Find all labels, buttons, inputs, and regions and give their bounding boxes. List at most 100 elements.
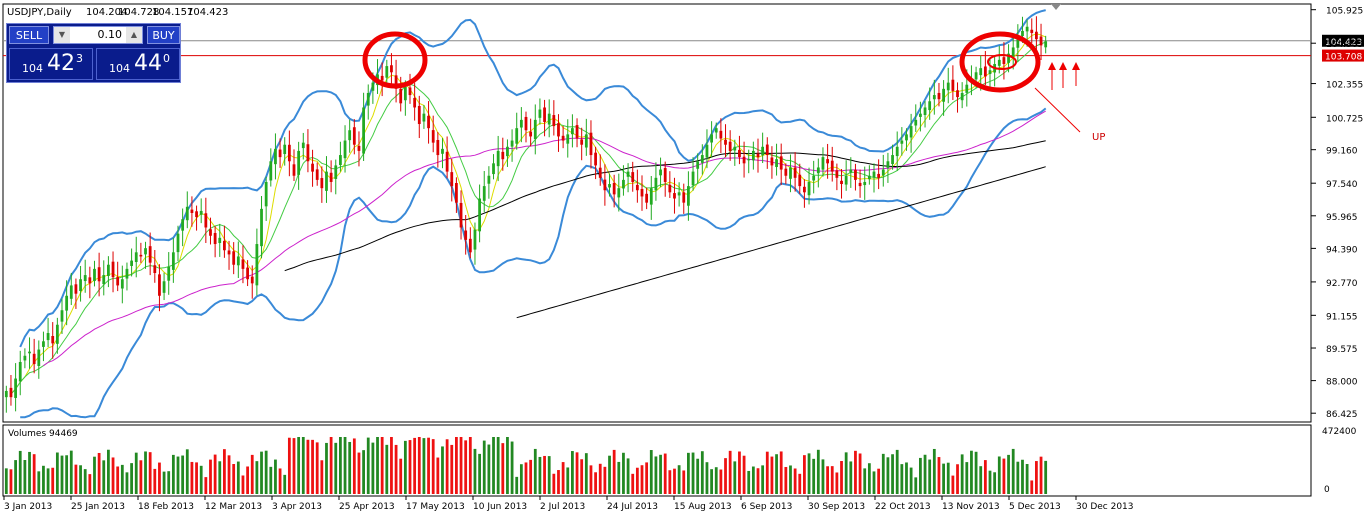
candle-body bbox=[617, 188, 621, 198]
x-tick-label: 12 Mar 2013 bbox=[205, 502, 262, 512]
candle-body bbox=[645, 193, 649, 203]
candle-body bbox=[714, 128, 718, 133]
volume-bar bbox=[246, 466, 249, 494]
volume-bar bbox=[580, 459, 584, 494]
volume-bar bbox=[970, 450, 973, 494]
volume-bar bbox=[942, 463, 945, 494]
candle-body bbox=[492, 163, 495, 175]
bollinger-upper-band bbox=[19, 9, 1046, 348]
volume-bar bbox=[714, 467, 718, 494]
sell-quote-point: 3 bbox=[76, 52, 83, 65]
volume-bar bbox=[547, 456, 551, 494]
volume-bar bbox=[816, 449, 820, 494]
volume-bar bbox=[125, 472, 129, 494]
volume-bar bbox=[872, 471, 876, 494]
candle-body bbox=[417, 105, 421, 125]
volume-bar bbox=[167, 471, 171, 494]
lot-decrease-arrow-icon[interactable]: ▼ bbox=[54, 27, 70, 43]
volume-bar bbox=[598, 463, 602, 494]
candle-body bbox=[979, 68, 983, 76]
sell-button[interactable]: SELL bbox=[9, 26, 49, 44]
volume-bar bbox=[543, 455, 546, 494]
candle-body bbox=[167, 266, 171, 281]
candle-body bbox=[260, 208, 263, 247]
chart-header-open: 104.204 bbox=[86, 7, 127, 18]
lot-size-value: 0.10 bbox=[97, 28, 123, 41]
volume-bar bbox=[185, 449, 189, 494]
volume-bar bbox=[107, 449, 110, 494]
buy-quote[interactable]: 104 44 0 bbox=[96, 48, 180, 80]
volume-bar bbox=[858, 453, 862, 494]
volume-bar bbox=[700, 451, 704, 494]
lot-size-field[interactable]: ▼ 0.10 ▲ bbox=[53, 26, 143, 44]
candle-body bbox=[79, 279, 82, 291]
volume-bar bbox=[120, 464, 124, 494]
volume-bar bbox=[32, 454, 36, 494]
volume-bar bbox=[895, 449, 899, 494]
candle-body bbox=[496, 150, 500, 167]
volume-bar bbox=[334, 442, 338, 494]
volume-bar bbox=[705, 462, 709, 494]
volume-bar bbox=[255, 461, 259, 494]
candle-body bbox=[1030, 29, 1034, 33]
candle-body bbox=[236, 256, 240, 266]
candle-body bbox=[343, 140, 347, 159]
x-tick-label: 13 Nov 2013 bbox=[942, 502, 1000, 512]
candle-body bbox=[872, 171, 876, 178]
candle-body bbox=[9, 387, 13, 398]
volume-bar bbox=[677, 465, 681, 494]
y-tick-label: 99.160 bbox=[1326, 147, 1358, 157]
candle-body bbox=[18, 361, 22, 382]
volume-bar bbox=[649, 450, 653, 494]
candle-body bbox=[111, 261, 115, 278]
candle-body bbox=[1035, 31, 1038, 40]
current-price-badge bbox=[1322, 34, 1364, 47]
candle-body bbox=[682, 192, 686, 203]
candle-body bbox=[1021, 30, 1024, 37]
volume-bar bbox=[320, 460, 324, 494]
candle-body bbox=[830, 160, 834, 172]
volume-bar bbox=[218, 461, 222, 494]
volume-bar bbox=[561, 462, 565, 494]
volume-bar bbox=[455, 437, 458, 494]
sell-quote[interactable]: 104 42 3 bbox=[9, 48, 93, 80]
candle-body bbox=[584, 134, 588, 148]
candle-body bbox=[362, 107, 365, 154]
candle-body bbox=[297, 150, 301, 175]
candle-body bbox=[854, 169, 857, 180]
volume-bar bbox=[988, 470, 992, 494]
x-tick-label: 15 Aug 2013 bbox=[674, 502, 732, 512]
candle-body bbox=[148, 246, 152, 263]
candle-body bbox=[640, 188, 644, 197]
candle-body bbox=[779, 156, 783, 170]
volume-bar bbox=[148, 452, 152, 494]
volume-bar bbox=[473, 448, 477, 494]
volume-bar bbox=[524, 462, 528, 494]
candle-body bbox=[209, 229, 212, 236]
candle-body bbox=[301, 142, 305, 149]
lot-increase-arrow-icon[interactable]: ▲ bbox=[126, 27, 142, 43]
volume-bar bbox=[724, 458, 727, 494]
volume-bar bbox=[269, 466, 273, 494]
volume-bar bbox=[960, 454, 964, 494]
x-tick-label: 18 Feb 2013 bbox=[138, 502, 194, 512]
buy-button[interactable]: BUY bbox=[147, 26, 180, 44]
candle-body bbox=[37, 349, 41, 366]
volume-bar bbox=[60, 455, 64, 494]
candle-body bbox=[956, 90, 959, 98]
volume-bar bbox=[478, 453, 481, 494]
candle-body bbox=[450, 172, 454, 187]
x-tick-label: 24 Jul 2013 bbox=[607, 502, 658, 512]
buy-quote-prefix: 104 bbox=[109, 62, 130, 75]
volume-bar bbox=[1035, 461, 1038, 494]
volume-bar bbox=[1044, 460, 1048, 494]
volume-bar bbox=[241, 475, 245, 494]
volume-bar bbox=[756, 468, 760, 494]
volume-bar bbox=[603, 466, 607, 494]
volume-bar bbox=[626, 458, 630, 494]
candle-body bbox=[366, 92, 370, 106]
volume-bar bbox=[83, 469, 87, 494]
candle-body bbox=[835, 170, 839, 178]
candle-body bbox=[468, 238, 472, 253]
